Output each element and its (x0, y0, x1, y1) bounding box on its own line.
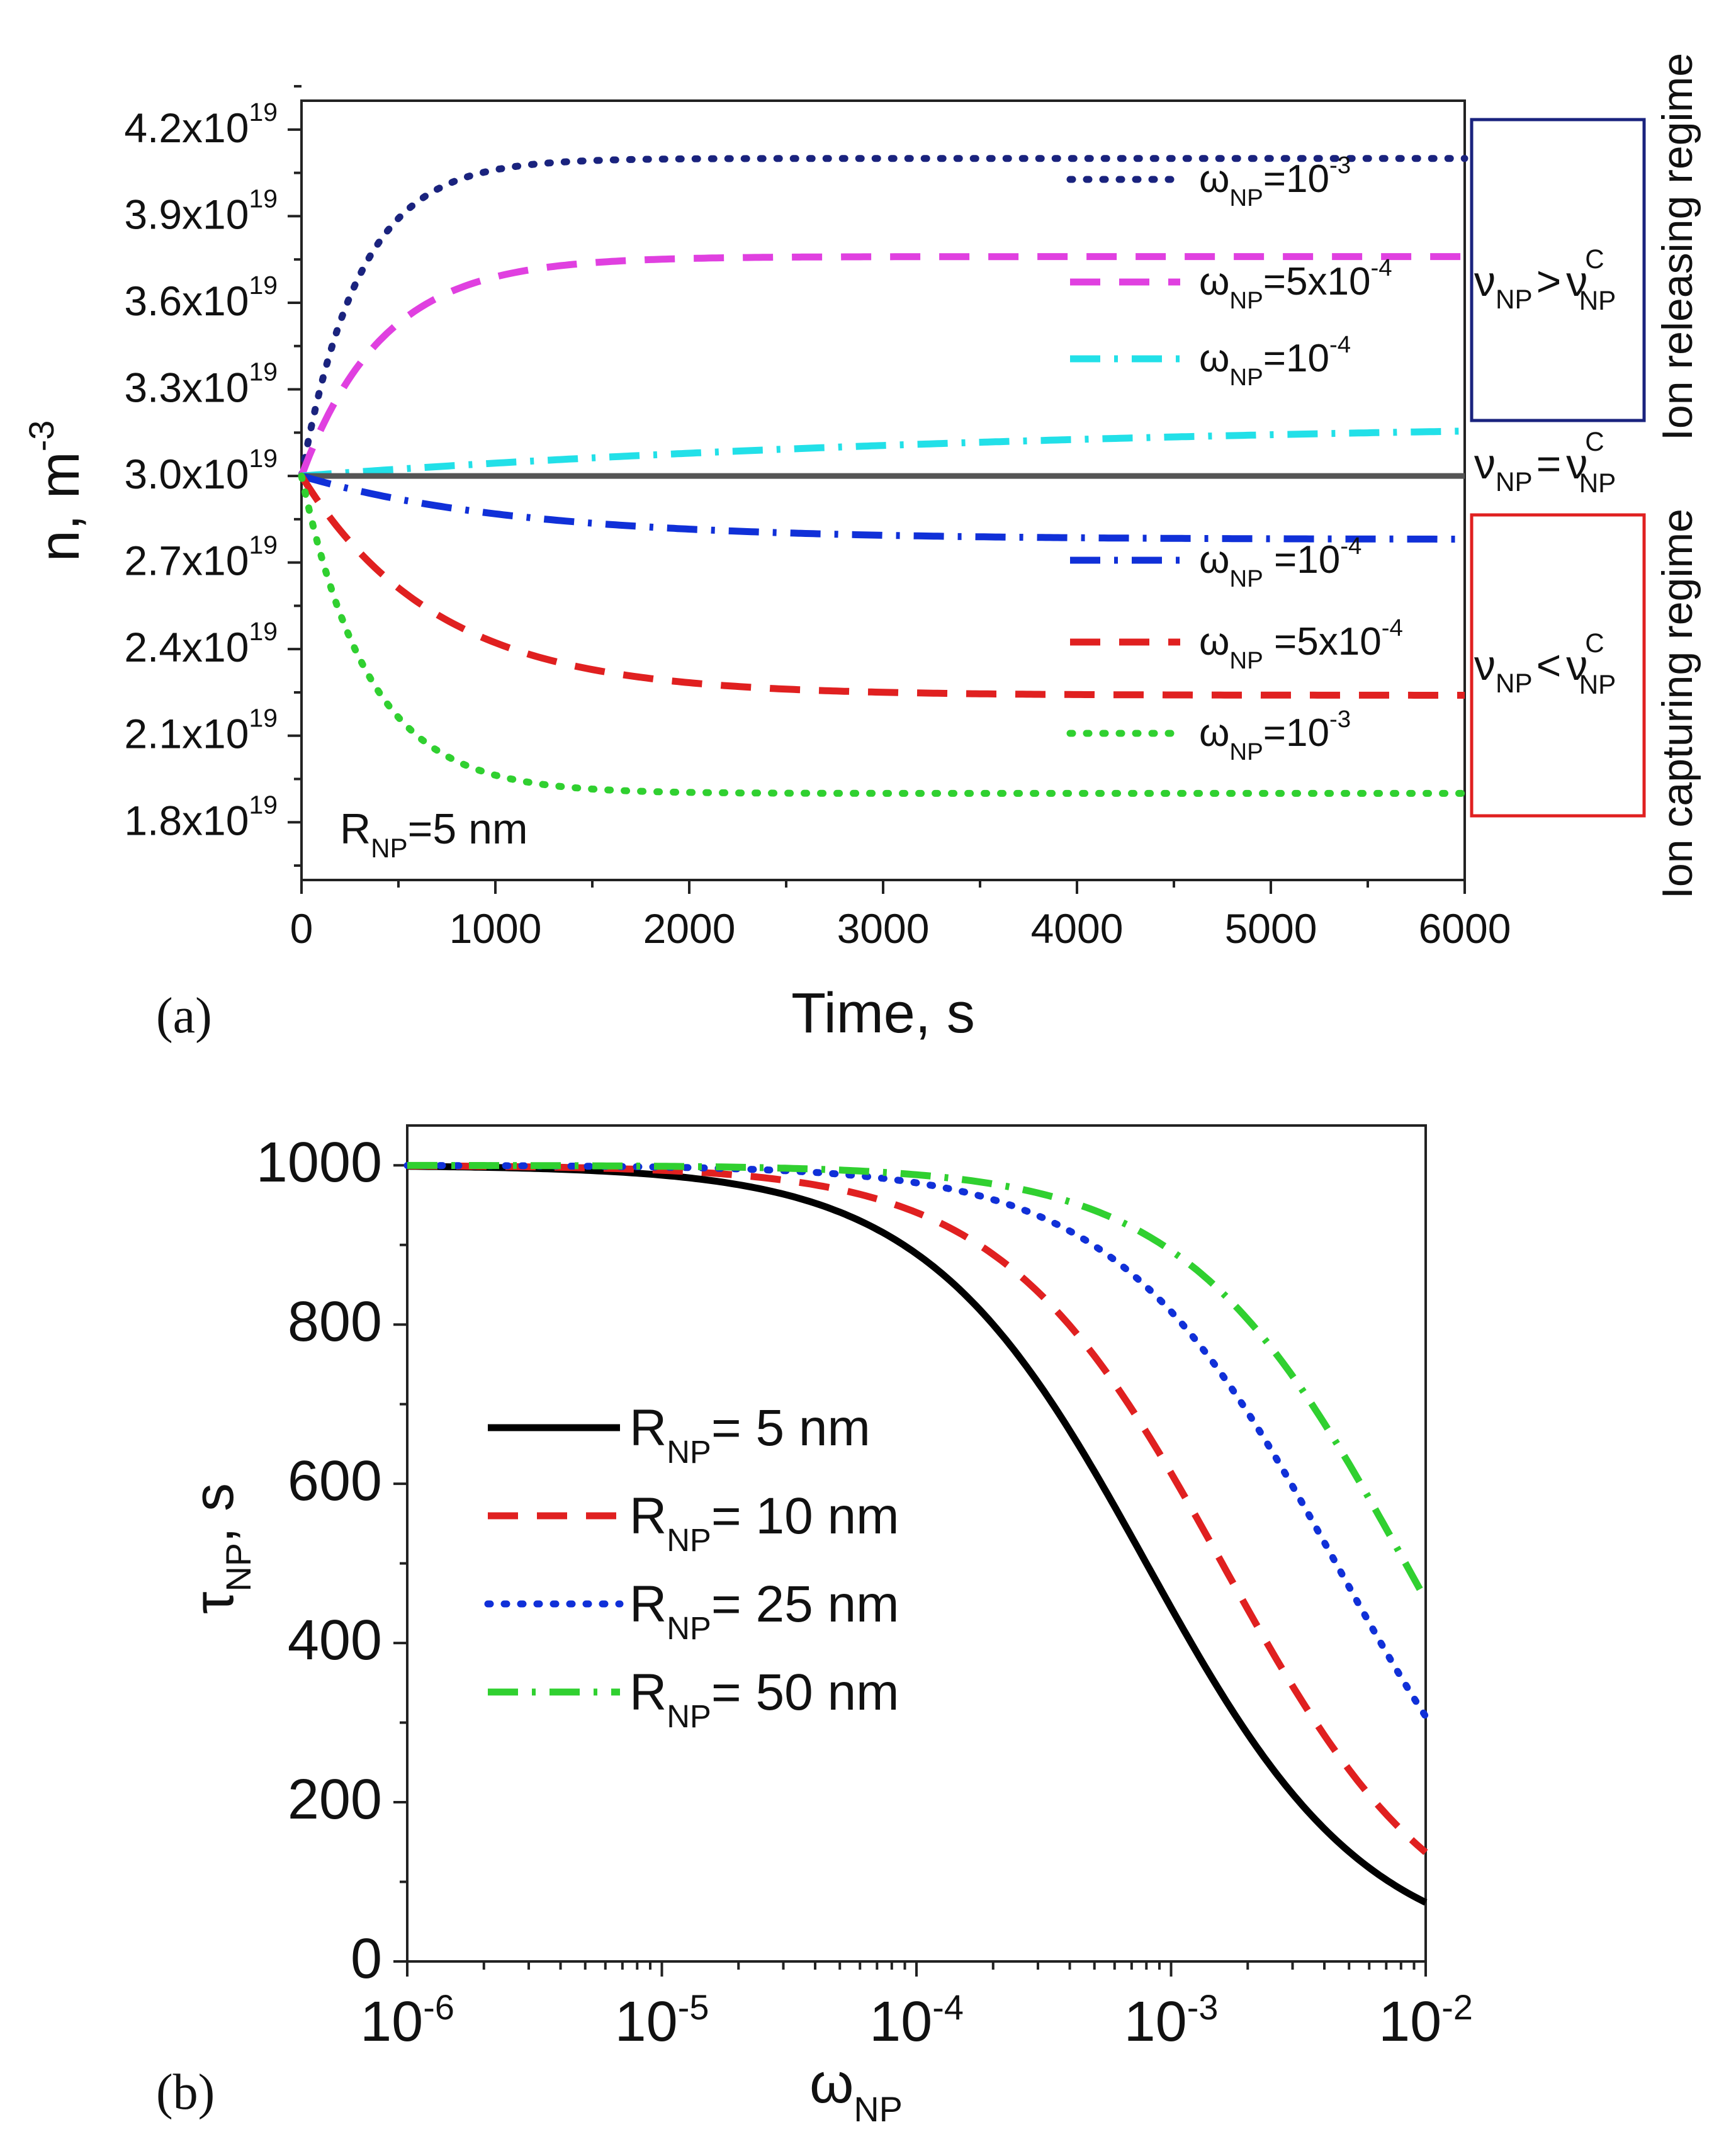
series-line-a-0 (298, 155, 1468, 480)
panel-label-a: (a) (156, 988, 212, 1044)
y-tick-label-a: 3.3x1019 (124, 358, 278, 411)
y-tick-label-a: 2.4x1019 (124, 617, 278, 670)
series-a (298, 155, 1468, 797)
x-tick-label-a: 2000 (643, 905, 736, 952)
x-ticks-a: 0 1000 2000 3000 4000 5000 6000 (290, 880, 1511, 952)
x-tick-label-a: 4000 (1031, 905, 1124, 952)
legend-label-b-0: RNP= 5 nm (629, 1399, 871, 1470)
nu-greater-relation: νNP> νC NP (1474, 244, 1616, 315)
capturing-regime-label: Ion capturing regime (1654, 509, 1701, 899)
series-line-b-3 (407, 1161, 1429, 1601)
nu-equal-relation: νNP= νC NP (1474, 427, 1616, 498)
x-tick-label-a: 5000 (1225, 905, 1317, 952)
legend-label-a-5: ωNP =5x10-4 (1199, 614, 1403, 674)
x-axis-title-a: Time, s (791, 982, 975, 1045)
capturing-regime-box (1470, 513, 1646, 818)
y-tick-label-a: 4.2x1019 (124, 98, 278, 151)
releasing-regime-box (1470, 118, 1646, 422)
x-tick-label-b: 10-5 (615, 1987, 709, 2053)
releasing-regime-label: Ion releasing regime (1654, 53, 1701, 441)
series-line-a-5 (298, 474, 1465, 699)
x-tick-label-b: 10-2 (1378, 1987, 1473, 2053)
y-tick-label-a: 3.9x1019 (124, 184, 278, 237)
panel-label-b: (b) (156, 2065, 215, 2120)
x-tick-label-b: 10-6 (360, 1987, 454, 2053)
legend-label-a-4: ωNP =10-4 (1199, 533, 1361, 592)
panel-a: 0 1000 2000 3000 4000 5000 6000 1.8x1019 2.1x10… (21, 53, 1701, 1045)
plot-frame-a (300, 99, 1466, 881)
series-line-a-2 (301, 427, 1465, 480)
x-axis-title-b: ωNP (809, 2052, 903, 2129)
x-ticks-b: 10-6 10-5 10-4 10-3 10-2 (360, 1961, 1473, 2053)
legend-a: ωNP=10-3 ωNP=5x10-4 ωNP=10-4 ωNP =10-4 ωNP =… (1066, 152, 1403, 765)
series-line-a-4 (300, 472, 1465, 543)
legend-b: RNP= 5 nm RNP= 10 nm RNP= 25 nm RNP= 50 nm (484, 1399, 899, 1734)
y-ticks-b: 0 200 400 600 800 1000 (256, 1131, 407, 1990)
series-line-b-0 (407, 1163, 1428, 1906)
x-tick-label-a: 1000 (449, 905, 542, 952)
y-axis-title-b: τNP, s (183, 1483, 258, 1614)
x-tick-label-a: 0 (290, 905, 313, 952)
legend-label-b-3: RNP= 50 nm (629, 1664, 899, 1734)
y-tick-label-a: 3.6x1019 (124, 271, 278, 324)
y-tick-label-a: 3.0x1019 (124, 444, 278, 497)
x-tick-label-b: 10-3 (1124, 1987, 1219, 2053)
x-tick-label-a: 6000 (1419, 905, 1511, 952)
series-line-a-6 (298, 472, 1468, 797)
y-tick-label-b: 200 (288, 1768, 382, 1831)
y-tick-label-b: 600 (288, 1450, 382, 1513)
x-tick-label-a: 3000 (837, 905, 930, 952)
y-axis-title-a: n, m-3 (21, 420, 91, 562)
nu-less-relation: νNP< νC NP (1474, 628, 1616, 699)
y-tick-label-b: 400 (288, 1609, 382, 1672)
y-tick-label-b: 1000 (256, 1131, 382, 1194)
legend-label-b-1: RNP= 10 nm (629, 1487, 899, 1558)
y-tick-label-a: 1.8x1019 (124, 790, 278, 843)
legend-label-a-1: ωNP=5x10-4 (1199, 254, 1392, 314)
legend-label-a-6: ωNP=10-3 (1199, 706, 1351, 765)
series-line-b-2 (403, 1162, 1429, 1720)
legend-label-b-2: RNP= 25 nm (629, 1576, 899, 1646)
series-line-b-1 (407, 1162, 1428, 1855)
y-tick-label-a: 2.1x1019 (124, 704, 278, 757)
panel-b: 10-6 10-5 10-4 10-3 10-2 0 200 400 600 800 1000 R… (156, 1124, 1473, 2129)
series-b (403, 1161, 1429, 1906)
y-tick-label-b: 0 (351, 1927, 382, 1990)
y-tick-label-b: 800 (288, 1290, 382, 1353)
y-tick-label-a: 2.7x1019 (124, 531, 278, 584)
x-tick-label-b: 10-4 (869, 1987, 964, 2053)
y-ticks-a: 1.8x1019 2.1x1019 2.4x1019 2.7x1019 3.0x1019… (124, 85, 302, 867)
legend-label-a-0: ωNP=10-3 (1199, 152, 1351, 212)
legend-label-a-2: ωNP=10-4 (1199, 331, 1351, 391)
radius-note: RNP=5 nm (340, 805, 528, 863)
